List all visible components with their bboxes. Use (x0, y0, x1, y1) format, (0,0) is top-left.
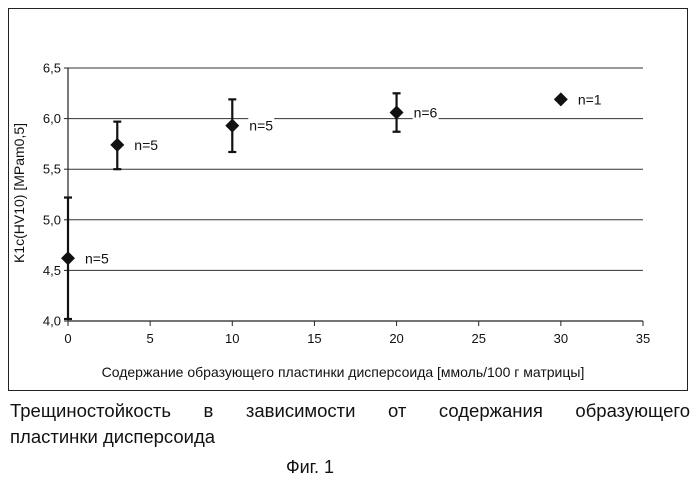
caption-line-2: пластинки дисперсоида (10, 424, 690, 450)
point-label: n=5 (249, 118, 273, 134)
figure-caption: Трещиностойкость в зависимости от содерж… (10, 398, 690, 450)
data-point (554, 92, 568, 106)
axes (64, 68, 643, 326)
y-tick-label: 5,5 (43, 162, 61, 177)
y-tick-label: 4,0 (43, 314, 61, 329)
x-tick-label: 20 (389, 331, 403, 346)
point-label: n=5 (85, 250, 109, 266)
y-tick-label: 6,5 (43, 61, 61, 76)
caption-line-1: Трещиностойкость в зависимости от содерж… (10, 398, 690, 424)
data-point (225, 119, 239, 133)
x-tick-label: 35 (636, 331, 650, 346)
point-label: n=6 (414, 105, 438, 121)
x-tick-label: 30 (554, 331, 568, 346)
y-axis-label: K1c(HV10) [MPam0,5] (11, 123, 27, 263)
chart: 4,04,55,05,56,06,505101520253035 n=5n=5n… (0, 0, 699, 400)
point-label: n=1 (578, 91, 602, 107)
point-label: n=5 (134, 137, 158, 153)
figure-label: Фиг. 1 (0, 457, 620, 478)
data-point (61, 251, 75, 265)
y-tick-label: 4,5 (43, 263, 61, 278)
gridlines (68, 68, 643, 321)
x-tick-label: 15 (307, 331, 321, 346)
data-point (390, 106, 404, 120)
x-tick-label: 10 (225, 331, 239, 346)
point-labels: n=5 n=5 n=5 n=6 n=1 (84, 91, 603, 266)
y-tick-label: 6,0 (43, 111, 61, 126)
y-tick-label: 5,0 (43, 212, 61, 227)
x-tick-label: 5 (147, 331, 154, 346)
x-tick-label: 0 (64, 331, 71, 346)
data-point (110, 138, 124, 152)
x-axis-label: Содержание образующего пластинки дисперс… (102, 364, 585, 380)
x-tick-label: 25 (471, 331, 485, 346)
